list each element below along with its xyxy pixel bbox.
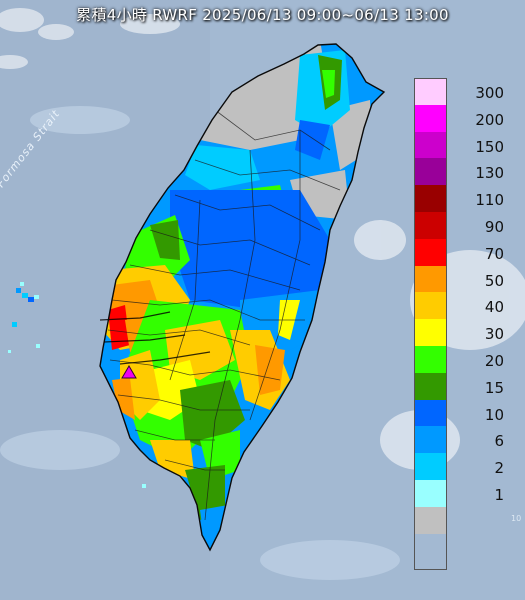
legend-label: 2	[494, 459, 504, 478]
legend-swatch	[414, 479, 447, 507]
legend-swatch	[414, 131, 447, 159]
triangle-marker-icon	[121, 365, 137, 379]
legend-swatch	[414, 345, 447, 373]
legend-item: 110	[414, 185, 518, 212]
legend-label: 6	[494, 432, 504, 451]
legend-swatch	[414, 158, 447, 186]
island-outline	[99, 43, 386, 552]
rainfall-legend: 300 200 150 130 110 90 70 50 40 30 20 15 10 6 2 1	[414, 78, 518, 534]
legend-label: 50	[484, 271, 504, 290]
legend-swatch	[414, 238, 447, 266]
legend-item: 2	[414, 453, 518, 480]
legend-label: 150	[475, 137, 504, 156]
legend-label: 40	[484, 298, 504, 317]
legend-label: 200	[475, 110, 504, 129]
rainfall-layer	[102, 44, 372, 550]
legend-item: 10	[414, 399, 518, 427]
strait-echoes	[8, 282, 146, 488]
legend-item: 40	[414, 292, 518, 320]
legend-item: 300	[414, 78, 518, 105]
legend-item: 1	[414, 479, 518, 507]
legend-swatch	[414, 453, 447, 480]
legend-label: 300	[475, 84, 504, 102]
legend-swatch	[414, 292, 447, 320]
legend-item: 70	[414, 238, 518, 266]
legend-label: 30	[484, 325, 504, 344]
legend-item: 130	[414, 158, 518, 186]
legend-label: 10	[484, 405, 504, 424]
legend-item: 20	[414, 345, 518, 373]
legend-label: 1	[494, 485, 504, 504]
legend-item: 200	[414, 104, 518, 132]
legend-label: 15	[484, 378, 504, 397]
legend-swatch	[414, 185, 447, 212]
legend-item: 6	[414, 426, 518, 454]
legend-item: 150	[414, 131, 518, 159]
legend-item: 30	[414, 319, 518, 346]
legend-swatch	[414, 104, 447, 132]
legend-label: 90	[484, 217, 504, 236]
boundary-lines	[107, 109, 341, 521]
legend-swatch	[414, 426, 447, 454]
legend-item	[414, 506, 518, 534]
legend-label: 20	[484, 351, 504, 370]
map-title: 累積4小時 RWRF 2025/06/13 09:00~06/13 13:00	[76, 6, 449, 24]
legend-label: 110	[475, 191, 504, 210]
rivers	[99, 311, 211, 365]
legend-swatch	[414, 78, 447, 105]
legend-swatch	[414, 372, 447, 400]
legend-item: 90	[414, 211, 518, 239]
legend-label: 70	[484, 244, 504, 263]
legend-label: 130	[475, 164, 504, 183]
legend-swatch	[414, 319, 447, 346]
legend-swatch	[414, 399, 447, 427]
corner-label: 10	[511, 514, 522, 523]
legend-item: 15	[414, 372, 518, 400]
legend-swatch	[414, 265, 447, 293]
legend-swatch	[414, 211, 447, 239]
legend-item: 50	[414, 265, 518, 293]
legend-swatch	[414, 506, 447, 534]
